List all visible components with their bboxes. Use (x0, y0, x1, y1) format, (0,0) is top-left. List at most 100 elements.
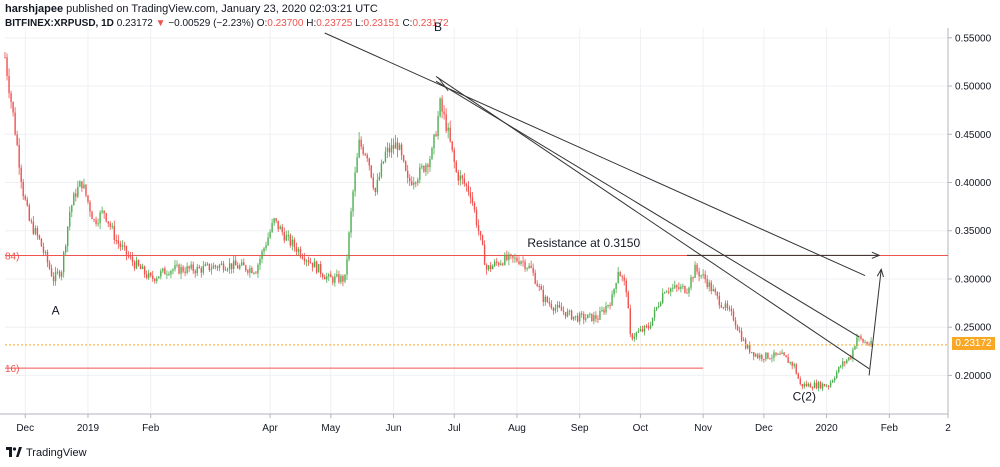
candle-body (87, 195, 89, 202)
x-tick-label: May (321, 423, 340, 434)
candle-body (198, 266, 200, 269)
candle-body (676, 285, 678, 288)
candle-body (149, 272, 152, 276)
ohlc-line: BITFINEX:XRPUSD, 1D 0.23172 ▼ −0.00529 (… (5, 18, 449, 29)
candle-body (419, 167, 421, 180)
candle-body (368, 158, 370, 166)
x-tick-label: Jun (385, 423, 401, 434)
y-tick-label: 0.35000 (955, 226, 992, 237)
candle-body (491, 265, 494, 270)
y-tick-label: 0.55000 (955, 33, 992, 44)
candle-body (862, 338, 864, 343)
candle-body (552, 308, 555, 311)
candle-body (36, 228, 39, 236)
trend-line[interactable] (435, 80, 860, 338)
candle-body (40, 238, 43, 247)
candle-body (504, 254, 506, 265)
tradingview-logo-icon (6, 447, 22, 457)
candle-body (809, 383, 812, 388)
trend-line[interactable] (324, 32, 866, 277)
candle-body (404, 161, 407, 171)
candle-body (402, 155, 405, 162)
candle-body (653, 309, 656, 318)
candle-body (574, 315, 577, 317)
trend-line[interactable] (437, 77, 449, 92)
candle-body (661, 293, 664, 303)
x-tick-label: Aug (508, 423, 526, 434)
candle-body (26, 199, 28, 206)
candle-body (621, 276, 623, 278)
candle-body (748, 344, 751, 353)
branding[interactable]: TradingView (6, 447, 87, 459)
candle-body (829, 382, 832, 387)
candle-body (842, 361, 844, 367)
candle-body (441, 98, 443, 112)
candle-body (742, 339, 745, 341)
candle-body (234, 260, 237, 266)
level-line-label: 84) (5, 252, 19, 263)
candle-body (633, 336, 636, 339)
candle-body (38, 235, 41, 239)
y-tick-label: 0.45000 (955, 130, 992, 141)
candle-body (253, 272, 255, 274)
candle-body (639, 329, 642, 332)
candle-body (850, 357, 852, 359)
candle-body (44, 251, 47, 253)
candle-body (103, 210, 105, 214)
candle-body (232, 260, 235, 269)
candle-body (572, 316, 575, 320)
candle-body (502, 263, 504, 265)
candle-body (447, 127, 449, 131)
candle-body (716, 292, 719, 296)
candle-body (765, 352, 767, 360)
candle-body (757, 354, 759, 359)
candle-body (781, 352, 783, 355)
candle-body (202, 265, 205, 273)
candle-body (152, 275, 154, 279)
candle-body (133, 262, 136, 269)
last-price: 0.23172 (116, 18, 153, 29)
candle-body (376, 179, 379, 193)
candle-body (854, 346, 856, 350)
candle-body (77, 186, 79, 197)
candle-body (358, 139, 360, 158)
arrow-line[interactable] (868, 269, 882, 376)
last-price-badge: 0.23172 (952, 337, 995, 350)
candle-body (787, 357, 789, 363)
candle-body (285, 235, 287, 241)
candle-body (433, 134, 435, 149)
candle-body (864, 342, 866, 344)
candle-body (785, 355, 787, 358)
candle-body (471, 197, 474, 204)
candle-body (58, 271, 61, 277)
author-name[interactable]: harshjapee (5, 3, 64, 15)
candle-body (714, 289, 716, 293)
x-tick-label: Nov (694, 423, 712, 434)
candle-body (24, 196, 26, 200)
candle-body (674, 285, 676, 288)
y-tick-label: 0.20000 (955, 371, 992, 382)
candle-body (726, 303, 729, 309)
candle-body (489, 265, 492, 270)
candle-body (230, 263, 233, 269)
candle-body (852, 349, 854, 359)
candle-body (825, 385, 828, 387)
candle-body (451, 141, 453, 150)
candle-body (188, 266, 190, 269)
candle-body (526, 268, 528, 270)
candle-body (352, 191, 354, 212)
candle-body (657, 306, 660, 308)
candle-body (386, 147, 389, 152)
candle-body (210, 268, 213, 271)
candle-body (170, 270, 172, 275)
candle-body (60, 272, 63, 277)
candle-body (413, 182, 415, 185)
candle-body (564, 312, 567, 317)
candle-body (791, 361, 793, 366)
candle-body (819, 382, 822, 389)
candle-body (364, 153, 366, 155)
candle-body (740, 331, 743, 341)
chart-annotation: Resistance at 0.3150 (527, 236, 640, 250)
candle-body (139, 265, 142, 270)
